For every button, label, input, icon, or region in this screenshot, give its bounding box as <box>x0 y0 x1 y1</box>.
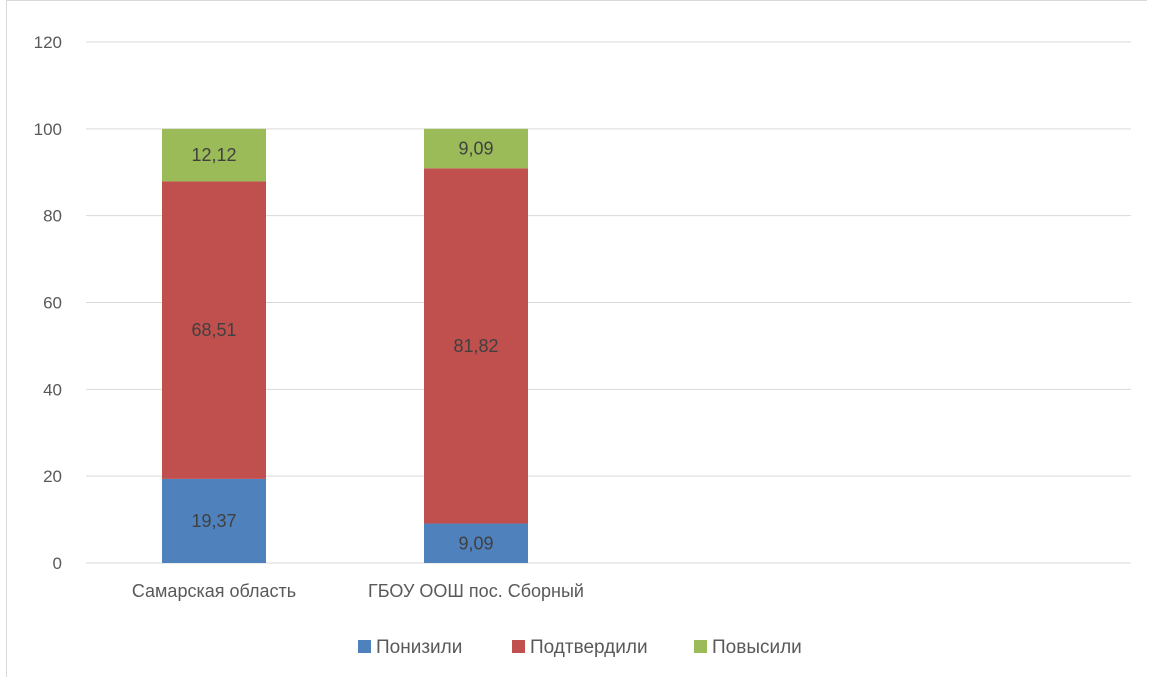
data-label: 81,82 <box>453 336 498 356</box>
legend-swatch <box>694 640 707 653</box>
y-tick-label: 120 <box>34 33 62 52</box>
x-category-label: ГБОУ ООШ пос. Сборный <box>368 581 584 601</box>
bar-segment <box>424 523 528 563</box>
data-label: 9,09 <box>458 139 493 159</box>
bar-segment <box>162 478 266 563</box>
data-label: 68,51 <box>191 320 236 340</box>
bar-segment <box>424 168 528 524</box>
y-tick-label: 80 <box>43 207 62 226</box>
y-tick-label: 40 <box>43 380 62 399</box>
data-label: 12,12 <box>191 145 236 165</box>
legend-label: Понизили <box>376 637 462 658</box>
y-tick-label: 60 <box>43 294 62 313</box>
y-tick-label: 20 <box>43 467 62 486</box>
data-label: 19,37 <box>191 511 236 531</box>
legend-swatch <box>512 640 525 653</box>
data-label: 9,09 <box>458 533 493 553</box>
bar-segment <box>162 128 266 182</box>
y-tick-label: 100 <box>34 120 62 139</box>
legend-label: Подтвердили <box>530 637 648 658</box>
bar-segment <box>162 181 266 479</box>
bar-segment <box>424 128 528 169</box>
y-tick-label: 0 <box>53 554 62 573</box>
legend-label: Повысили <box>712 637 802 658</box>
legend-swatch <box>358 640 371 653</box>
x-category-label: Самарская область <box>132 581 296 601</box>
